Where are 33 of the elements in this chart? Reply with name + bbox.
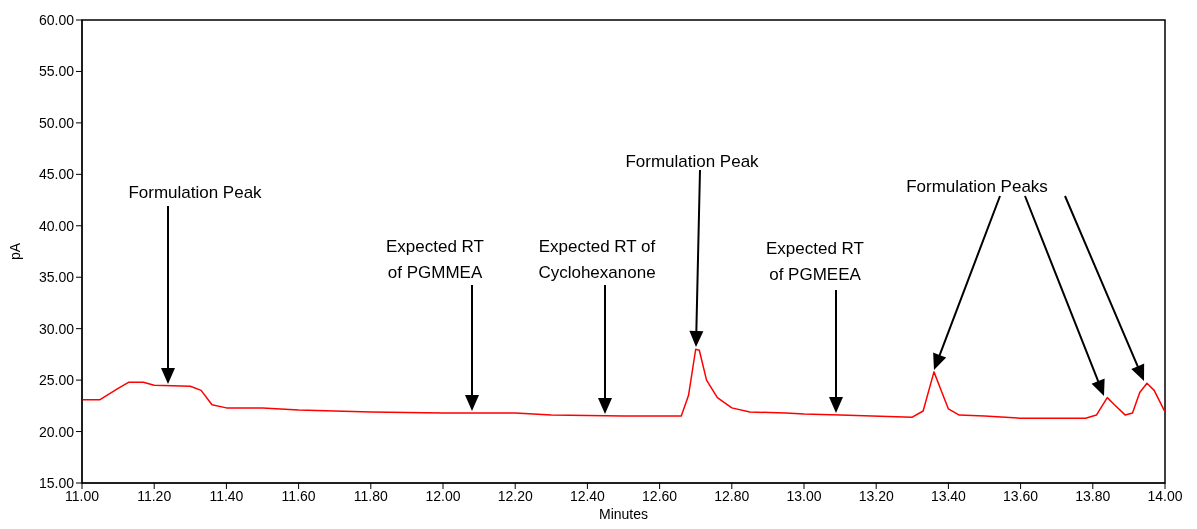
- y-tick-label: 55.00: [38, 63, 75, 80]
- x-tick-label: 13.20: [858, 487, 894, 504]
- x-tick-label: 14.00: [1147, 487, 1183, 504]
- x-tick-label: 11.60: [281, 487, 316, 504]
- y-axis-title: pA: [7, 242, 23, 261]
- y-tick-label: 35.00: [38, 269, 75, 286]
- x-tick-label: 13.40: [930, 487, 967, 504]
- x-tick-label: 12.40: [569, 487, 606, 504]
- y-tick-label: 50.00: [38, 114, 75, 131]
- annotation: Formulation Peak: [128, 183, 263, 202]
- annotation: Expected RT of PGMEEA: [766, 239, 864, 284]
- x-tick-label: 13.00: [786, 487, 822, 504]
- y-tick-label: 25.00: [38, 372, 75, 389]
- x-tick-label: 13.60: [1003, 487, 1039, 504]
- x-tick-label: 12.00: [425, 487, 461, 504]
- y-tick-label: 30.00: [38, 320, 75, 337]
- x-tick-label: 12.60: [642, 487, 678, 504]
- annotation: Formulation Peaks: [906, 177, 1048, 196]
- x-tick-label: 11.40: [209, 487, 244, 504]
- annotation: Expected RT of PGMMEA: [386, 237, 484, 282]
- y-tick-label: 20.00: [38, 423, 75, 440]
- line-series: [82, 348, 1165, 419]
- y-tick-label: 40.00: [38, 217, 75, 234]
- x-tick-label: 13.80: [1075, 487, 1111, 504]
- x-tick-label: 11.80: [353, 487, 389, 504]
- annotation: Expected RT of Cyclohexanone: [538, 237, 656, 282]
- x-tick-label: 11.20: [137, 487, 172, 504]
- x-tick-label: 12.80: [714, 487, 750, 504]
- x-tick-label: 12.20: [497, 487, 533, 504]
- x-axis-title: Minutes: [598, 506, 649, 522]
- annotation: Formulation Peak: [625, 152, 760, 171]
- y-tick-label: 60.00: [38, 11, 75, 28]
- y-tick-label: 45.00: [38, 166, 75, 183]
